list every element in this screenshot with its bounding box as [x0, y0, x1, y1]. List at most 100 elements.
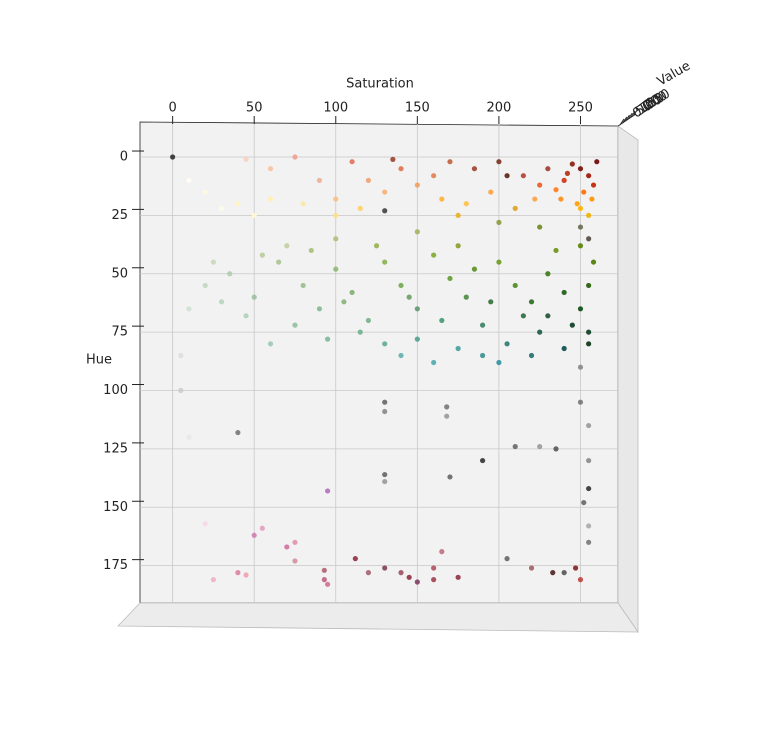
- data-point: [186, 306, 192, 312]
- x-tick-label: 0: [168, 101, 176, 116]
- data-point: [382, 259, 388, 265]
- data-point: [333, 212, 339, 218]
- data-point: [561, 570, 567, 576]
- data-point: [447, 275, 453, 282]
- data-point: [300, 201, 306, 207]
- data-point: [496, 259, 502, 265]
- data-point: [586, 236, 592, 242]
- data-point: [577, 205, 584, 211]
- data-point: [545, 313, 551, 319]
- data-point: [444, 413, 450, 419]
- data-point: [496, 359, 502, 366]
- z-axis-label: Value: [655, 59, 693, 90]
- data-point: [321, 567, 327, 573]
- data-point: [382, 399, 388, 405]
- x-tick-label: 150: [405, 101, 430, 116]
- data-point: [243, 156, 249, 162]
- back-pane: [139, 121, 619, 604]
- data-point: [590, 182, 597, 188]
- data-point: [382, 341, 388, 347]
- data-point: [512, 282, 518, 289]
- data-point: [577, 399, 584, 405]
- z-tick-label: 50: [633, 98, 655, 119]
- x-tick-label: 50: [246, 101, 263, 116]
- data-point: [382, 189, 388, 195]
- data-point: [333, 266, 339, 272]
- z-tick: [619, 118, 625, 126]
- data-point: [186, 434, 192, 440]
- data-point: [431, 565, 437, 571]
- data-point: [537, 182, 543, 188]
- data-point: [586, 485, 592, 492]
- data-point: [553, 247, 559, 254]
- data-point: [398, 282, 404, 289]
- data-point: [382, 565, 388, 571]
- data-point: [496, 219, 502, 226]
- data-point: [357, 329, 363, 335]
- data-point: [586, 173, 592, 179]
- data-point: [325, 581, 331, 587]
- data-point: [325, 336, 331, 342]
- data-point: [455, 212, 461, 218]
- data-point: [488, 299, 494, 305]
- y-tick-label: 50: [111, 266, 128, 281]
- data-point: [414, 306, 420, 312]
- data-point: [577, 166, 584, 172]
- data-point: [577, 306, 584, 312]
- data-point: [577, 243, 584, 249]
- data-point: [550, 570, 556, 576]
- data-point: [352, 556, 358, 562]
- data-point: [561, 289, 567, 296]
- data-point: [586, 341, 592, 347]
- data-point: [594, 159, 600, 165]
- data-point: [577, 224, 584, 230]
- data-point: [414, 579, 420, 585]
- data-point: [292, 539, 298, 545]
- data-point: [300, 282, 306, 289]
- data-point: [235, 570, 241, 576]
- data-point: [357, 205, 363, 211]
- data-point: [471, 166, 478, 172]
- data-point: [577, 577, 584, 583]
- data-point: [439, 196, 445, 202]
- data-point: [186, 177, 192, 183]
- data-point: [284, 243, 290, 249]
- data-point: [537, 224, 543, 230]
- data-point: [504, 556, 510, 562]
- data-point: [251, 212, 257, 218]
- data-point: [414, 182, 420, 188]
- floor-pane: [117, 602, 639, 633]
- data-point: [382, 478, 388, 485]
- data-point: [267, 196, 274, 202]
- y-tick-label: 75: [111, 325, 128, 340]
- data-point: [210, 259, 217, 265]
- data-point: [170, 154, 176, 160]
- data-point: [572, 565, 579, 571]
- data-point: [284, 544, 290, 550]
- data-point: [545, 166, 551, 172]
- y-tick-label: 25: [111, 208, 128, 223]
- y-tick-label: 0: [120, 150, 128, 165]
- data-point: [586, 539, 592, 545]
- data-point: [316, 306, 323, 312]
- data-point: [276, 259, 282, 265]
- data-point: [569, 322, 575, 328]
- data-point: [553, 187, 559, 193]
- data-point: [308, 247, 314, 254]
- data-point: [406, 294, 412, 300]
- data-point: [496, 159, 502, 165]
- data-point: [520, 173, 526, 179]
- data-point: [259, 525, 265, 531]
- z-tick: [622, 116, 628, 124]
- data-point: [447, 159, 453, 165]
- data-point: [431, 577, 437, 583]
- data-point: [218, 299, 225, 305]
- data-point: [398, 570, 404, 576]
- data-point: [558, 196, 564, 202]
- side-pane: [617, 125, 639, 634]
- data-point: [586, 212, 592, 218]
- data-point: [414, 336, 420, 342]
- data-point: [235, 429, 241, 436]
- data-point: [439, 549, 445, 555]
